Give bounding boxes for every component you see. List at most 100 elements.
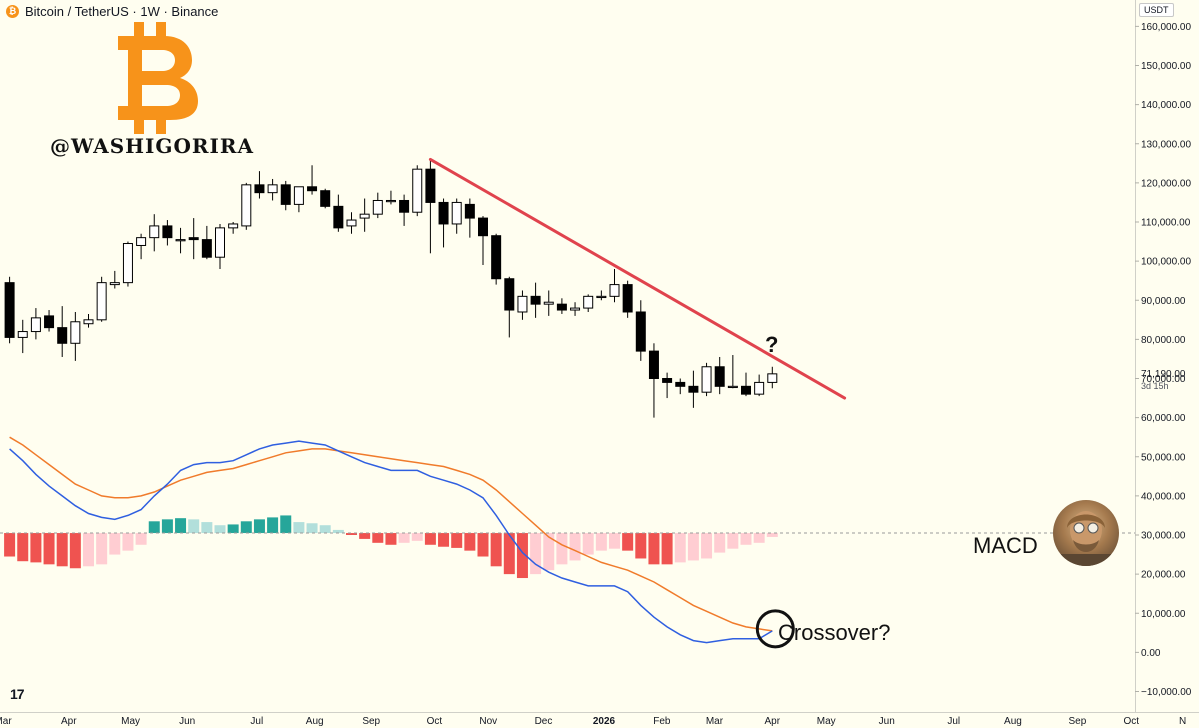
last-price-label: 71,190.00 3d 15h xyxy=(1141,369,1186,391)
macd-histogram-bar xyxy=(17,533,29,562)
macd-histogram-bar xyxy=(267,517,279,534)
macd-line xyxy=(9,440,773,644)
time-tick-label: Apr xyxy=(765,716,781,727)
candle-body xyxy=(727,385,738,389)
author-handle: @WASHIGORIRA xyxy=(50,134,255,158)
author-avatar xyxy=(1053,500,1119,566)
candle-body xyxy=(175,239,186,242)
macd-histogram-bar xyxy=(253,519,265,534)
question-mark-annotation: ? xyxy=(765,332,779,357)
macd-histogram-bar xyxy=(385,533,397,545)
bitcoin-icon: ₿ xyxy=(6,4,19,18)
time-tick-label: Aug xyxy=(1004,716,1022,727)
candle-body xyxy=(44,315,55,329)
candle-body xyxy=(122,243,133,284)
candle-body xyxy=(399,199,410,213)
time-tick-label: Sep xyxy=(362,716,380,727)
macd-histogram-bar xyxy=(201,522,213,534)
candle-body xyxy=(149,225,160,239)
price-tick-label: 90,000.00 xyxy=(1141,296,1186,307)
currency-selector[interactable]: USDT xyxy=(1139,3,1174,17)
time-tick-label: Jul xyxy=(947,716,960,727)
candle-body xyxy=(372,199,383,215)
macd-histogram-bar xyxy=(109,533,121,555)
candle-body xyxy=(17,331,28,338)
macd-histogram-bar xyxy=(280,515,292,534)
candle-body xyxy=(675,381,686,387)
candle-body xyxy=(648,350,659,379)
candle-body xyxy=(346,219,357,227)
candle-body xyxy=(609,284,620,297)
candle-body xyxy=(451,201,462,225)
candle-body xyxy=(543,301,554,305)
candle-body xyxy=(359,213,370,219)
candle-body xyxy=(464,203,475,219)
macd-histogram xyxy=(4,515,778,579)
macd-histogram-bar xyxy=(359,533,371,539)
tradingview-logo-icon[interactable]: 17 xyxy=(10,686,25,702)
time-tick-label: May xyxy=(817,716,836,727)
time-tick-label: 2026 xyxy=(593,716,616,727)
macd-histogram-bar xyxy=(240,521,252,534)
price-tick-label: 80,000.00 xyxy=(1141,335,1186,346)
macd-histogram-bar xyxy=(648,533,660,565)
time-tick-label: Sep xyxy=(1068,716,1086,727)
candle-body xyxy=(109,282,120,286)
candle-body xyxy=(385,199,396,203)
candle-body xyxy=(293,186,304,205)
candle-body xyxy=(556,303,567,311)
time-axis[interactable]: Mar Apr May Jun Jul Aug Sep Oct Nov Dec 2026 Feb Mar… xyxy=(0,716,1199,727)
candle-body xyxy=(201,239,212,258)
macd-histogram-bar xyxy=(319,525,331,534)
candle-body xyxy=(635,311,646,352)
macd-histogram-bar xyxy=(464,533,476,551)
candle-body xyxy=(188,237,199,241)
symbol-header[interactable]: ₿ Bitcoin / TetherUS · 1W · Binance xyxy=(6,3,218,19)
price-tick-label: 30,000.00 xyxy=(1141,531,1186,542)
macd-histogram-bar xyxy=(714,533,726,553)
price-axis[interactable]: 160,000.00 150,000.00 140,000.00 130,000.00… xyxy=(1135,22,1192,698)
time-tick-label: Oct xyxy=(1124,716,1140,727)
macd-histogram-bar xyxy=(4,533,16,557)
macd-histogram-bar xyxy=(69,533,81,569)
macd-signal-line xyxy=(9,436,773,632)
candle-body xyxy=(438,201,449,225)
macd-histogram-bar xyxy=(477,533,489,557)
price-tick-label: 140,000.00 xyxy=(1141,100,1191,111)
candle-body xyxy=(267,184,278,194)
macd-histogram-bar xyxy=(622,533,634,551)
candle-body xyxy=(215,227,225,258)
candle-body xyxy=(333,205,344,229)
macd-histogram-bar xyxy=(227,524,239,534)
macd-histogram-bar xyxy=(372,533,384,543)
macd-histogram-bar xyxy=(122,533,134,551)
macd-histogram-bar xyxy=(727,533,739,549)
price-tick-label: 60,000.00 xyxy=(1141,413,1186,424)
price-tick-label: −10,000.00 xyxy=(1141,687,1192,698)
macd-histogram-bar xyxy=(530,533,542,575)
macd-histogram-bar xyxy=(661,533,673,565)
time-tick-label: Nov xyxy=(479,716,497,727)
macd-histogram-bar xyxy=(609,533,620,549)
candle-body xyxy=(228,223,239,229)
macd-histogram-bar xyxy=(56,533,68,567)
candle-body xyxy=(754,381,765,395)
candle-body xyxy=(320,190,331,207)
candle-body xyxy=(688,385,699,393)
candle-body xyxy=(70,321,81,344)
candle-body xyxy=(4,282,15,338)
bitcoin-logo-icon xyxy=(118,22,198,134)
last-price-value: 71,190.00 xyxy=(1141,369,1186,380)
time-tick-label: Mar xyxy=(706,716,724,727)
macd-histogram-bar xyxy=(83,533,94,567)
candle-body xyxy=(504,278,515,311)
macd-histogram-bar xyxy=(701,533,713,559)
macd-histogram-bar xyxy=(490,533,502,567)
macd-histogram-bar xyxy=(175,518,187,534)
time-tick-label: N xyxy=(1179,716,1186,727)
price-tick-label: 150,000.00 xyxy=(1141,61,1191,72)
candle-body xyxy=(96,282,107,321)
macd-histogram-bar xyxy=(543,533,555,571)
time-tick-label: Jun xyxy=(179,716,195,727)
